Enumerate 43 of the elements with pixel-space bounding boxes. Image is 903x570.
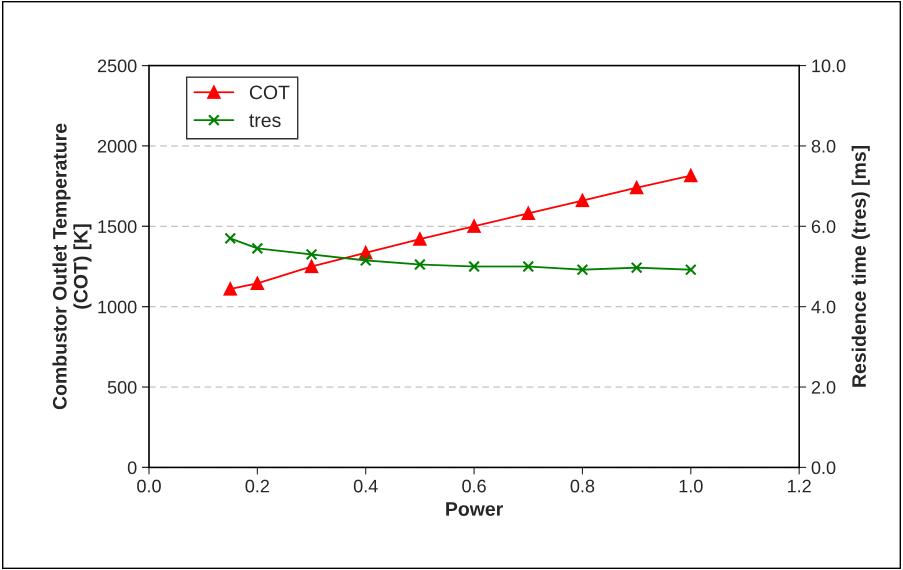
point	[630, 181, 644, 194]
point	[306, 248, 318, 260]
point	[413, 232, 426, 246]
y-tick-label: 2500	[98, 59, 136, 72]
point	[630, 262, 643, 274]
x-tick-label: 1.2	[788, 480, 811, 492]
x-tick-label: 0.2	[246, 480, 269, 492]
legend-label: tres	[249, 114, 281, 128]
y2-axis-title: Residence time (tres) [ms]	[852, 146, 870, 387]
y-tick-label: 2000	[98, 140, 136, 153]
point	[684, 169, 698, 182]
point	[467, 220, 481, 233]
point	[576, 194, 590, 208]
y2-tick-label: 10.0	[812, 59, 846, 72]
point	[468, 260, 480, 272]
y-tick-label: 0	[128, 461, 136, 474]
point	[251, 242, 264, 254]
y-tick-label: 1500	[98, 220, 136, 234]
point	[360, 254, 372, 266]
y2-tick-label: 8.0	[812, 140, 836, 153]
point	[304, 260, 318, 274]
y-axis-title: Combustor Outlet Temperature (COT) [K]	[52, 124, 92, 410]
x-tick-label: 1.0	[680, 480, 703, 492]
legend-label: COT	[250, 86, 290, 100]
y-tick-label: 500	[108, 380, 136, 394]
point	[522, 206, 535, 220]
x-tick-label: 0.4	[354, 480, 378, 492]
point	[224, 282, 237, 296]
x-axis-title: Power	[446, 502, 503, 516]
y2-tick-label: 0.0	[812, 461, 836, 474]
point	[224, 232, 236, 244]
point	[522, 260, 534, 272]
x-tick-label: 0.0	[137, 480, 161, 492]
point	[250, 276, 264, 290]
y-tick-label: 1000	[98, 300, 136, 314]
x-tick-label: 0.6	[462, 480, 486, 492]
y2-tick-label: 2.0	[812, 380, 836, 394]
point	[576, 264, 588, 276]
point	[414, 258, 426, 270]
x-tick-label: 0.8	[570, 480, 594, 492]
y2-tick-label: 4.0	[811, 300, 836, 314]
point	[684, 264, 697, 276]
y2-tick-label: 6.0	[812, 220, 836, 234]
